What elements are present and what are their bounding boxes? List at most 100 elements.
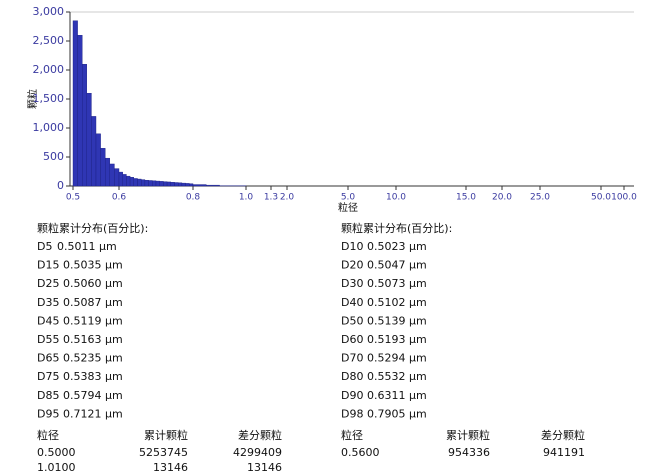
- table-header: 差分颗粒: [541, 428, 585, 442]
- list-title: 颗粒累计分布(百分比):: [341, 221, 452, 235]
- y-tick-label: 3,000: [33, 5, 65, 18]
- bar: [91, 116, 97, 187]
- bar: [144, 179, 149, 187]
- percentile-value: 0.5102 µm: [367, 296, 427, 309]
- bar: [206, 184, 220, 187]
- percentile-label: D55: [37, 333, 59, 346]
- x-tick-label: 15.0: [456, 193, 476, 203]
- percentile-label: D50: [341, 314, 363, 327]
- bar: [104, 157, 110, 187]
- bar: [152, 180, 157, 187]
- bar: [81, 63, 87, 187]
- percentile-value: 0.7905 µm: [367, 407, 427, 420]
- percentile-label: D95: [37, 407, 59, 420]
- percentile-label: D98: [341, 407, 363, 420]
- table-cell: 941191: [543, 446, 585, 459]
- y-tick-label: 500: [43, 150, 64, 163]
- bar: [72, 20, 78, 187]
- x-tick-label: 0.6: [112, 193, 127, 203]
- bar: [77, 35, 83, 187]
- table-cell: 0.5600: [341, 446, 380, 459]
- percentile-value: 0.5087 µm: [63, 296, 123, 309]
- table-cell: 4299409: [233, 446, 282, 459]
- x-tick-label: 1.3: [264, 193, 278, 203]
- bar: [86, 92, 92, 187]
- x-axis-label: 粒径: [338, 201, 358, 214]
- bar: [129, 177, 135, 187]
- x-tick-label: 10.0: [386, 193, 406, 203]
- x-tick-label: 50.0: [591, 193, 611, 203]
- bar: [174, 182, 179, 187]
- bar: [155, 180, 160, 187]
- x-tick-label: 100.0: [611, 193, 637, 203]
- bar: [192, 184, 207, 187]
- bar: [189, 183, 194, 187]
- y-axis-label: 颗粒: [26, 89, 39, 109]
- percentile-label: D15: [37, 259, 59, 272]
- bar: [100, 148, 106, 187]
- table-header: 累计颗粒: [446, 428, 490, 442]
- table-cell: 13146: [153, 461, 188, 474]
- percentile-label: D30: [341, 277, 363, 290]
- percentile-label: D60: [341, 333, 363, 346]
- x-tick-label: 5.0: [341, 193, 356, 203]
- y-tick-label: 1,500: [33, 92, 65, 105]
- percentile-value: 0.5011 µm: [57, 240, 117, 253]
- x-tick-label: 1.0: [239, 193, 254, 203]
- percentile-value: 0.5035 µm: [63, 259, 123, 272]
- percentile-label: D75: [37, 370, 59, 383]
- percentile-label: D85: [37, 389, 59, 402]
- percentile-label: D80: [341, 370, 363, 383]
- percentile-value: 0.5023 µm: [367, 240, 427, 253]
- bar: [114, 168, 120, 187]
- x-tick-label: 0.8: [186, 193, 201, 203]
- table-header: 粒径: [341, 428, 363, 442]
- percentile-value: 0.5060 µm: [63, 277, 123, 290]
- bar: [181, 182, 186, 187]
- bar: [140, 179, 146, 187]
- table-cell: 0.5000: [37, 446, 76, 459]
- percentile-value: 0.5163 µm: [63, 333, 123, 346]
- percentile-value: 0.5532 µm: [367, 370, 427, 383]
- bar: [170, 182, 175, 187]
- bar: [163, 181, 168, 187]
- bar: [126, 175, 131, 187]
- table-header: 差分颗粒: [238, 428, 282, 442]
- bar: [133, 178, 138, 187]
- y-tick-label: 2,000: [33, 63, 65, 76]
- x-tick-label: 20.0: [492, 193, 512, 203]
- bar: [118, 171, 123, 187]
- table-header: 粒径: [37, 428, 59, 442]
- bar: [137, 178, 142, 187]
- percentile-value: 0.6311 µm: [367, 389, 427, 402]
- percentile-label: D40: [341, 296, 363, 309]
- percentile-label: D65: [37, 352, 59, 365]
- percentile-value: 0.5383 µm: [63, 370, 123, 383]
- y-tick-label: 2,500: [33, 34, 65, 47]
- percentile-value: 0.5073 µm: [367, 277, 427, 290]
- percentile-value: 0.5794 µm: [63, 389, 123, 402]
- bar: [185, 183, 190, 187]
- bar: [166, 181, 172, 187]
- percentile-label: D70: [341, 352, 363, 365]
- percentile-value: 0.5235 µm: [63, 352, 123, 365]
- table-cell: 1.0100: [37, 461, 76, 474]
- percentile-label: D25: [37, 277, 59, 290]
- bar: [148, 180, 153, 187]
- x-tick-label: 25.0: [530, 193, 550, 203]
- table-cell: 954336: [448, 446, 490, 459]
- table-cell: 13146: [247, 461, 282, 474]
- table-cell: 5253745: [139, 446, 188, 459]
- percentile-label: D20: [341, 259, 363, 272]
- list-title: 颗粒累计分布(百分比):: [37, 221, 148, 235]
- percentile-value: 0.7121 µm: [63, 407, 123, 420]
- y-tick-label: 1,000: [33, 121, 65, 134]
- bar: [95, 133, 101, 187]
- y-tick-label: 0: [57, 179, 64, 192]
- bar: [177, 182, 183, 187]
- percentile-label: D90: [341, 389, 363, 402]
- percentile-value: 0.5139 µm: [367, 314, 427, 327]
- percentile-label: D35: [37, 296, 59, 309]
- x-tick-label: 0.5: [66, 193, 80, 203]
